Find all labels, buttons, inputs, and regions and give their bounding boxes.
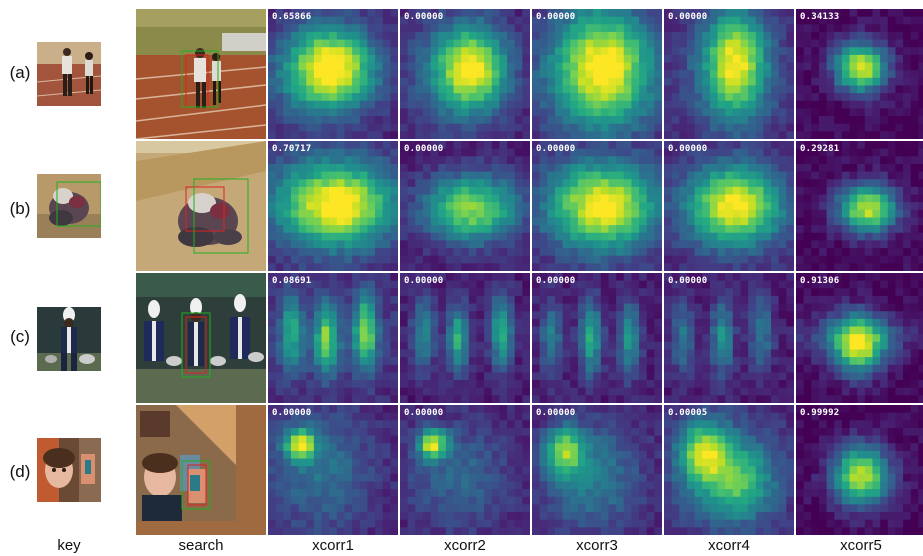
score-d-xcorr4: 0.00005 (668, 408, 708, 418)
heatmap-b-xcorr3 (532, 141, 662, 271)
score-c-xcorr4: 0.00000 (668, 276, 708, 286)
score-a-xcorr4: 0.00000 (668, 12, 708, 22)
row-label-b: (b) (9, 199, 31, 218)
score-a-xcorr3: 0.00000 (536, 12, 576, 22)
heatmap-d-xcorr2 (400, 405, 530, 535)
heatmap-a-xcorr4 (664, 9, 794, 139)
score-b-xcorr2: 0.00000 (404, 144, 444, 154)
score-d-xcorr1: 0.00000 (272, 408, 312, 418)
search-image-a (136, 9, 266, 139)
search-image-d (136, 405, 266, 535)
heatmap-b-xcorr1 (268, 141, 398, 271)
row-label-c: (c) (10, 327, 30, 346)
score-b-xcorr5: 0.29281 (800, 144, 840, 154)
column-label-xcorr4: xcorr4 (708, 537, 750, 554)
heatmap-c-xcorr2 (400, 273, 530, 403)
score-b-xcorr1: 0.70717 (272, 144, 312, 154)
key-image-a (37, 42, 101, 106)
heatmap-a-xcorr1 (268, 9, 398, 139)
heatmap-d-xcorr5 (796, 405, 923, 535)
heatmap-c-xcorr5 (796, 273, 923, 403)
column-label-xcorr3: xcorr3 (576, 537, 618, 554)
key-image-b (37, 174, 101, 238)
heatmap-a-xcorr3 (532, 9, 662, 139)
score-d-xcorr2: 0.00000 (404, 408, 444, 418)
heatmap-c-xcorr3 (532, 273, 662, 403)
heatmap-b-xcorr5 (796, 141, 923, 271)
heatmap-a-xcorr5 (796, 9, 923, 139)
column-label-xcorr1: xcorr1 (312, 537, 354, 554)
column-label-search: search (178, 537, 224, 554)
row-label-d: (d) (9, 462, 31, 481)
score-c-xcorr2: 0.00000 (404, 276, 444, 286)
score-c-xcorr5: 0.91306 (800, 276, 840, 286)
heatmap-b-xcorr4 (664, 141, 794, 271)
search-image-b (136, 141, 266, 271)
heatmap-a-xcorr2 (400, 9, 530, 139)
score-d-xcorr5: 0.99992 (800, 408, 840, 418)
score-a-xcorr5: 0.34133 (800, 12, 840, 22)
heatmap-d-xcorr3 (532, 405, 662, 535)
score-b-xcorr3: 0.00000 (536, 144, 576, 154)
row-label-a: (a) (9, 63, 31, 82)
search-image-c (136, 273, 266, 403)
score-c-xcorr1: 0.08691 (272, 276, 312, 286)
column-label-xcorr2: xcorr2 (444, 537, 486, 554)
heatmap-c-xcorr1 (268, 273, 398, 403)
column-label-xcorr5: xcorr5 (840, 537, 882, 554)
column-label-key: key (57, 537, 81, 554)
score-a-xcorr2: 0.00000 (404, 12, 444, 22)
heatmap-d-xcorr4 (664, 405, 794, 535)
score-c-xcorr3: 0.00000 (536, 276, 576, 286)
heatmap-b-xcorr2 (400, 141, 530, 271)
heatmap-c-xcorr4 (664, 273, 794, 403)
key-image-d (37, 438, 101, 502)
score-a-xcorr1: 0.65866 (272, 12, 312, 22)
key-image-c (37, 307, 101, 371)
heatmap-d-xcorr1 (268, 405, 398, 535)
score-d-xcorr3: 0.00000 (536, 408, 576, 418)
score-b-xcorr4: 0.00000 (668, 144, 708, 154)
